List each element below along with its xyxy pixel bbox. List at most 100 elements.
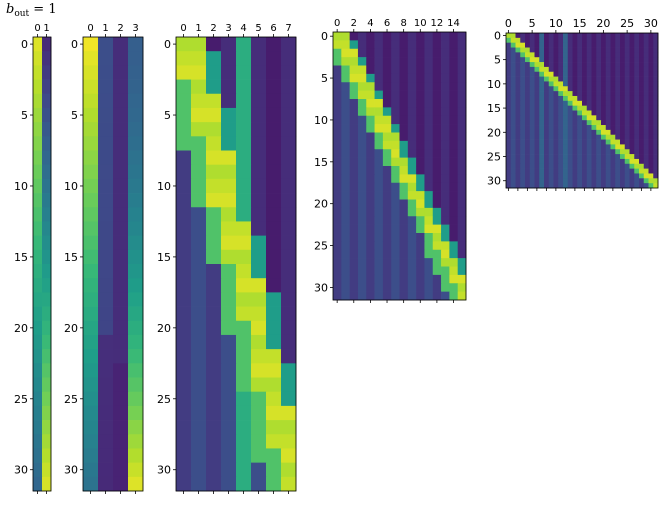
heatmap-cell: [341, 291, 350, 301]
heatmap-cell: [399, 57, 409, 66]
heatmap-cell: [544, 52, 550, 58]
heatmap-cell: [407, 241, 417, 251]
heatmap-cell: [399, 65, 409, 75]
heatmap-cell: [407, 115, 417, 125]
heatmap-cell: [128, 193, 144, 208]
heatmap-cell: [424, 124, 434, 133]
heatmap-cell: [643, 91, 649, 97]
heatmap-cell: [544, 149, 550, 155]
heatmap-cell: [432, 132, 442, 142]
heatmap-cell: [83, 136, 99, 151]
heatmap-cell: [634, 86, 640, 92]
heatmap-cell: [510, 173, 516, 179]
heatmap-cell: [624, 76, 630, 82]
heatmap-cell: [525, 95, 531, 102]
heatmap-cell: [42, 476, 52, 492]
heatmap-cell: [643, 168, 649, 174]
heatmap-cell: [366, 48, 375, 58]
heatmap-cell: [653, 129, 659, 136]
heatmap-cell: [357, 174, 367, 184]
heatmap-cell: [534, 173, 540, 179]
heatmap-cell: [591, 173, 597, 179]
heatmap-cell: [624, 178, 630, 184]
heatmap-cell: [191, 207, 207, 222]
heatmap-cell: [601, 95, 607, 102]
heatmap-cell: [591, 37, 597, 44]
heatmap-cell: [391, 274, 400, 284]
plot-frame: [175, 36, 297, 492]
heatmap-cell: [42, 164, 52, 180]
heatmap-cell: [424, 73, 434, 83]
heatmap-cell: [629, 168, 635, 174]
heatmap-cell: [416, 233, 425, 242]
heatmap-cell: [506, 149, 512, 155]
heatmap-cell: [548, 154, 554, 160]
heatmap-cell: [83, 221, 99, 236]
heatmap-cell: [591, 125, 597, 131]
heatmap-cell: [236, 221, 252, 236]
heatmap-cell: [83, 264, 99, 279]
heatmap-cell: [539, 95, 545, 102]
heatmap-cell: [341, 124, 350, 133]
heatmap-cell: [366, 90, 375, 100]
heatmap-cell: [374, 174, 384, 184]
heatmap-cell: [506, 110, 512, 116]
heatmap-cell: [506, 129, 512, 136]
heatmap-cell: [357, 191, 367, 200]
heatmap-cell: [563, 110, 569, 116]
y-tick-label: 10: [64, 180, 78, 193]
heatmap-cell: [624, 37, 630, 44]
heatmap-cell: [236, 278, 252, 293]
heatmap-cell: [191, 278, 207, 293]
heatmap-cell: [643, 86, 649, 92]
heatmap-cell: [266, 448, 282, 463]
heatmap-cell: [341, 57, 350, 66]
heatmap-cell: [357, 73, 367, 83]
heatmap-cell: [407, 249, 417, 259]
heatmap-cell: [577, 178, 583, 184]
heatmap-cell: [563, 42, 569, 48]
heatmap-cell: [374, 266, 384, 276]
heatmap-cell: [586, 149, 592, 155]
heatmap-cell: [553, 86, 559, 92]
heatmap-cell: [391, 199, 400, 209]
heatmap-cell: [33, 462, 43, 478]
heatmap-cell: [615, 125, 621, 131]
heatmap-cell: [407, 166, 417, 175]
heatmap-cell: [648, 37, 654, 44]
heatmap-cell: [416, 224, 425, 234]
heatmap-cell: [629, 154, 635, 160]
heatmap-cell: [648, 105, 654, 111]
heatmap-cell: [399, 283, 409, 292]
heatmap-cell: [424, 149, 434, 158]
heatmap-cell: [457, 174, 467, 184]
heatmap-cell: [610, 115, 616, 121]
heatmap-cell: [582, 57, 588, 63]
heatmap-cell: [582, 110, 588, 116]
heatmap-cell: [449, 249, 459, 259]
heatmap-cell: [399, 224, 409, 234]
heatmap-cell: [407, 149, 417, 158]
heatmap-cell: [539, 110, 545, 116]
heatmap-cell: [349, 199, 359, 209]
heatmap-cell: [176, 306, 192, 322]
heatmap-cell: [629, 91, 635, 97]
heatmap-cell: [506, 91, 512, 97]
y-tick-label: 20: [14, 322, 28, 335]
y-tick-label: 20: [157, 322, 171, 335]
heatmap-cell: [596, 115, 602, 121]
heatmap-cell: [33, 264, 43, 279]
heatmap-cell: [399, 266, 409, 276]
heatmap-cell: [416, 274, 425, 284]
heatmap-cell: [620, 129, 626, 136]
heatmap-cell: [399, 140, 409, 150]
heatmap-cell: [591, 95, 597, 102]
heatmap-cell: [643, 76, 649, 82]
heatmap-cell: [548, 105, 554, 111]
heatmap-cell: [457, 182, 467, 192]
heatmap-cell: [601, 173, 607, 179]
heatmap-cell: [605, 95, 611, 102]
heatmap-cell: [605, 120, 611, 126]
heatmap-cell: [572, 115, 578, 121]
heatmap-cell: [582, 168, 588, 174]
